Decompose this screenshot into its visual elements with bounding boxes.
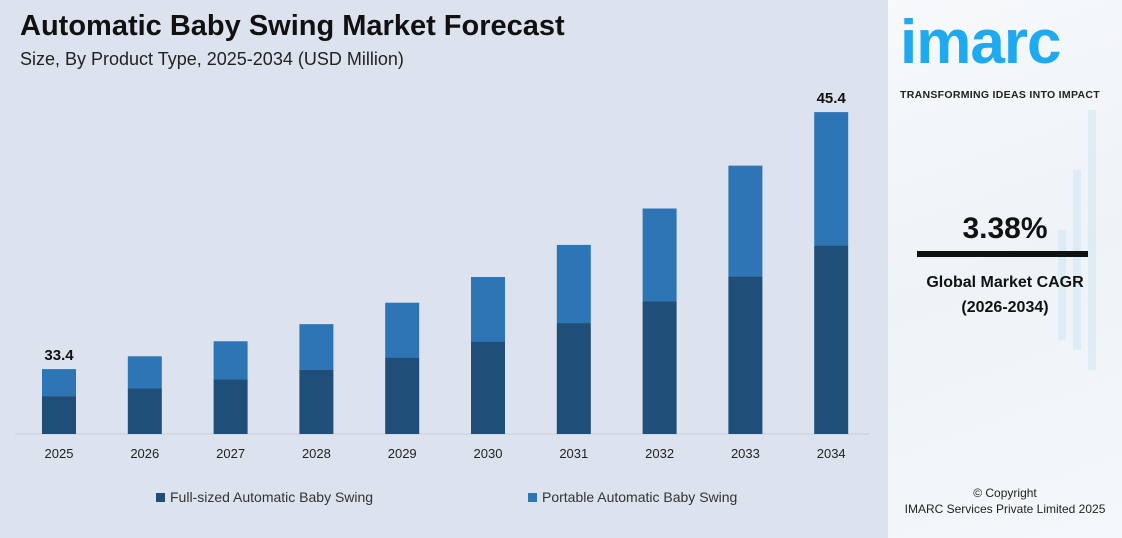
divider	[917, 251, 1088, 257]
copyright: © Copyright IMARC Services Private Limit…	[888, 485, 1122, 517]
company-name: IMARC Services Private Limited 2025	[904, 502, 1106, 516]
bar-portable-2028	[299, 324, 334, 370]
chart-title: Automatic Baby Swing Market Forecast	[20, 10, 565, 42]
bar-full-sized-2033	[728, 276, 763, 434]
bar-full-sized-2030	[471, 341, 505, 434]
x-tick-label: 2025	[45, 446, 74, 461]
legend-label: Full-sized Automatic Baby Swing	[170, 489, 374, 505]
bar-portable-2025	[42, 369, 76, 397]
x-tick-label: 2033	[731, 446, 760, 461]
legend-swatch	[156, 492, 165, 502]
chart-panel: Automatic Baby Swing Market Forecast Siz…	[0, 0, 888, 538]
legend-item-portable: Portable Automatic Baby Swing	[528, 489, 737, 505]
bar-portable-2030	[471, 277, 505, 342]
bar-chart: 2025 33.4 2026 2027 2028 2029 2030 2031 2032 2033…	[15, 90, 870, 461]
bar-portable-2032	[642, 208, 677, 302]
bar-portable-2034	[814, 112, 849, 246]
bar-full-sized-2026	[127, 388, 162, 434]
bar-full-sized-2025	[42, 396, 76, 434]
cagr-label-text: Global Market CAGR	[926, 274, 1084, 291]
x-tick-label: 2032	[645, 446, 674, 461]
info-panel: imarc TRANSFORMING IDEAS INTO IMPACT 3.3…	[888, 0, 1122, 538]
cagr-label: Global Market CAGR (2026-2034)	[888, 270, 1122, 320]
data-label-2025: 33.4	[44, 347, 74, 364]
bar-full-sized-2031	[556, 323, 591, 434]
imarc-logo: imarc	[900, 8, 1061, 77]
background-decoration	[1073, 170, 1081, 350]
x-tick-label: 2027	[216, 446, 245, 461]
bar-full-sized-2032	[642, 301, 677, 434]
bar-full-sized-2034	[814, 245, 849, 434]
logo-tagline: TRANSFORMING IDEAS INTO IMPACT	[900, 89, 1100, 101]
background-decoration	[1088, 110, 1096, 370]
data-label-2034: 45.4	[817, 90, 847, 107]
cagr-value: 3.38%	[962, 212, 1048, 245]
bar-portable-2029	[385, 302, 420, 358]
bar-portable-2027	[213, 341, 248, 380]
bar-portable-2033	[728, 165, 763, 277]
cagr-period: (2026-2034)	[961, 299, 1049, 316]
x-tick-label: 2031	[559, 446, 588, 461]
legend-swatch	[528, 492, 537, 502]
background-decoration	[1058, 230, 1066, 340]
chart-subtitle: Size, By Product Type, 2025-2034 (USD Mi…	[20, 49, 404, 69]
x-tick-label: 2034	[817, 446, 846, 461]
bar-full-sized-2027	[213, 379, 248, 434]
x-tick-label: 2030	[474, 446, 503, 461]
bar-full-sized-2029	[385, 357, 420, 434]
legend-item-full-sized: Full-sized Automatic Baby Swing	[156, 489, 373, 505]
bar-full-sized-2028	[299, 369, 334, 434]
legend-label: Portable Automatic Baby Swing	[542, 489, 738, 505]
x-tick-label: 2029	[388, 446, 417, 461]
x-tick-label: 2026	[130, 446, 159, 461]
bar-portable-2031	[556, 244, 591, 324]
copyright-text: © Copyright	[973, 486, 1037, 500]
x-tick-label: 2028	[302, 446, 331, 461]
bar-portable-2026	[127, 356, 162, 389]
